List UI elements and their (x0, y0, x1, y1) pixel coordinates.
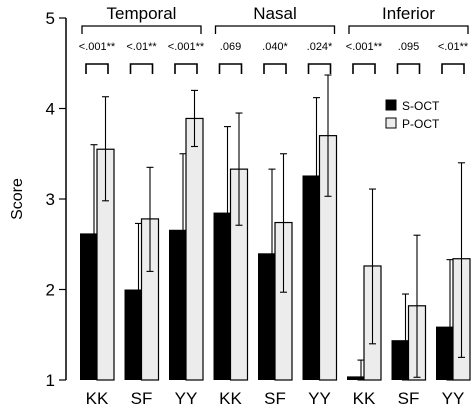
bar-s-oct (124, 289, 142, 380)
bar-s-oct (213, 212, 231, 380)
bar-s-oct (258, 253, 275, 380)
y-tick-label: 1 (46, 371, 55, 390)
significance-bracket (307, 63, 332, 74)
significance-bracket (129, 63, 154, 74)
bar-p-oct (185, 117, 204, 381)
y-tick-label: 5 (46, 9, 55, 28)
group-label: Inferior (382, 4, 435, 23)
bar-s-oct (302, 175, 320, 380)
x-tick-label: YY (308, 389, 331, 408)
group-brace (214, 25, 336, 34)
p-value-label: <.001** (79, 41, 116, 53)
p-value-label: <.01** (126, 41, 157, 53)
group-label: Nasal (253, 4, 296, 23)
group-brace (348, 25, 469, 34)
p-value-label: .095 (398, 41, 419, 53)
x-tick-label: YY (175, 389, 198, 408)
x-tick-label: SF (131, 389, 153, 408)
significance-bracket (174, 63, 198, 74)
significance-bracket (396, 63, 421, 74)
p-value-label: .024* (307, 41, 333, 53)
legend: S-OCT P-OCT (385, 99, 440, 131)
legend-entry: S-OCT (402, 99, 440, 113)
x-tick-label: YY (442, 389, 465, 408)
p-value-label: <.01** (438, 41, 469, 53)
y-tick-label: 2 (46, 281, 55, 300)
legend-swatch (385, 99, 397, 111)
significance-bracket (218, 63, 243, 74)
p-value-label: .069 (220, 41, 241, 53)
bar-s-oct (80, 233, 97, 380)
bar-s-oct (169, 229, 186, 380)
p-value-label: <.001** (168, 41, 205, 53)
x-tick-label: SF (264, 389, 286, 408)
significance-bracket (263, 63, 287, 74)
x-tick-label: SF (398, 389, 420, 408)
y-tick-label: 4 (46, 100, 55, 119)
x-tick-label: KK (86, 389, 109, 408)
bar-s-oct (347, 376, 364, 380)
bar-s-oct (436, 326, 453, 380)
legend-entry: P-OCT (402, 117, 440, 131)
group-annotations: <.001** <.01** <.001** .069 .040* .024* <.001*… (79, 4, 469, 74)
x-tick-label: KK (353, 389, 376, 408)
group-brace (81, 25, 202, 34)
p-value-label: <.001** (346, 41, 383, 53)
significance-bracket (85, 63, 109, 74)
bar-s-oct (391, 340, 409, 380)
y-axis-label: Score (9, 178, 26, 220)
group-label: Temporal (107, 4, 177, 23)
legend-swatch (385, 117, 397, 129)
axes: 1 2 3 4 5 Score KK SF YY KK SF YY KK SF YY (9, 9, 464, 408)
significance-bracket (352, 63, 376, 74)
error-bars (90, 74, 465, 381)
p-value-label: .040* (262, 41, 288, 53)
significance-bracket (441, 63, 465, 74)
x-tick-label: KK (219, 389, 242, 408)
y-tick-label: 3 (46, 190, 55, 209)
